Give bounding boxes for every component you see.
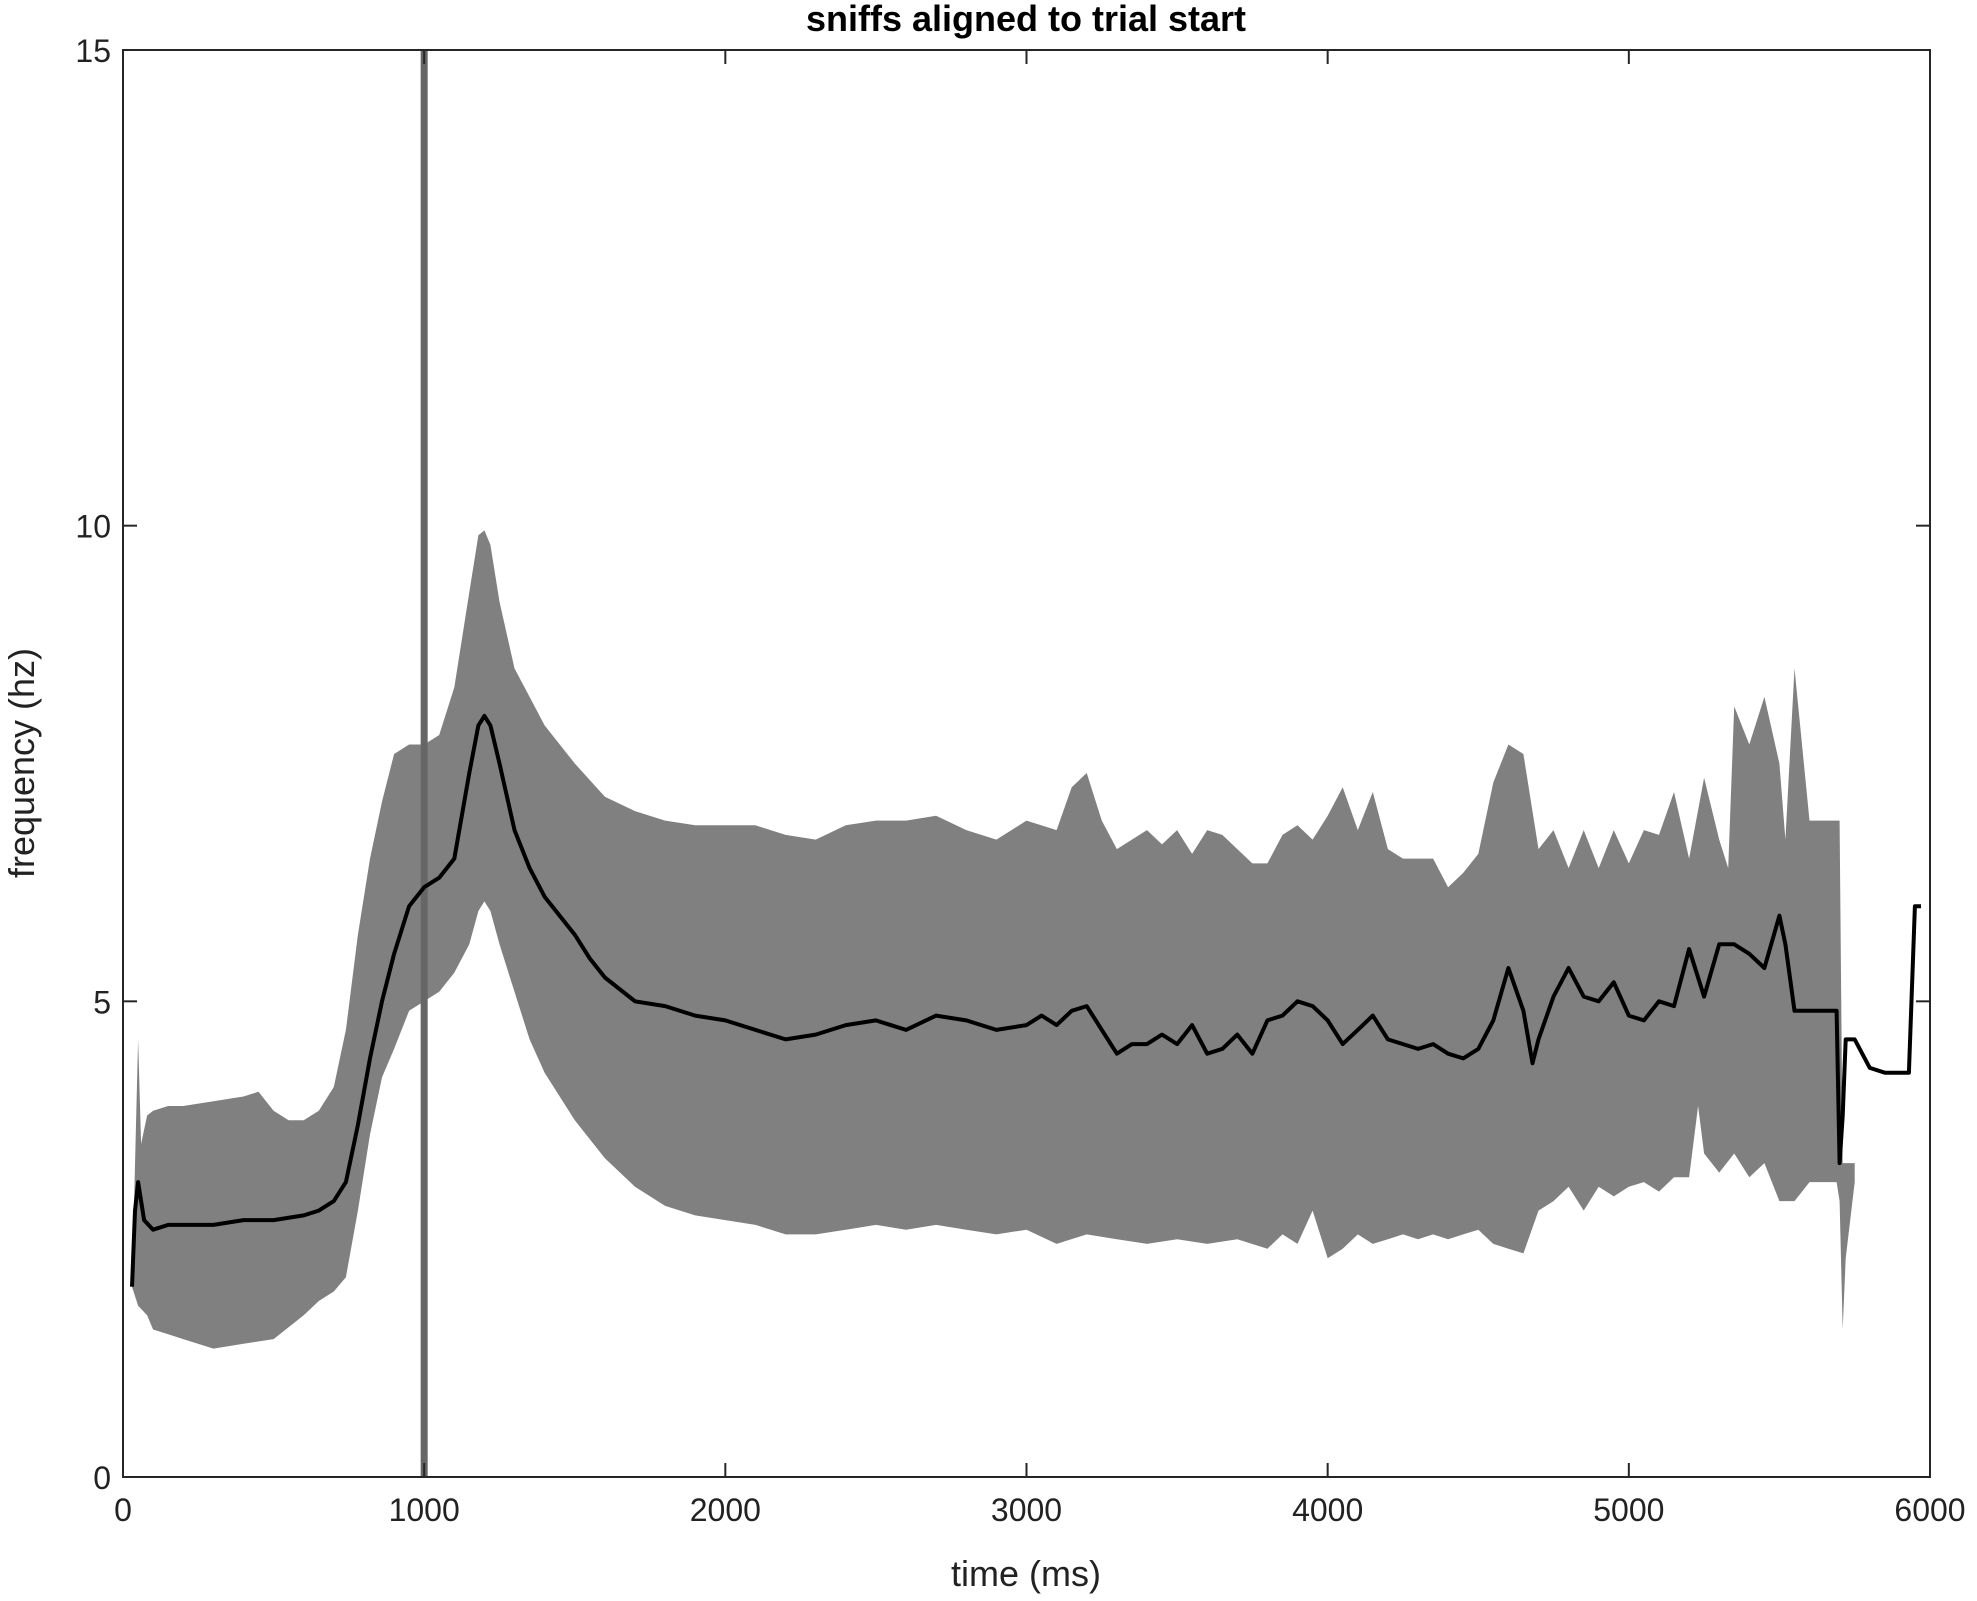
x-tick-label: 3000	[991, 1492, 1062, 1528]
plot-area	[122, 49, 1931, 1478]
x-tick-label: 2000	[690, 1492, 761, 1528]
y-axis: 0 5 10 15	[75, 33, 1930, 1496]
y-tick-label: 5	[93, 984, 111, 1020]
x-tick-label: 0	[114, 1492, 132, 1528]
confidence-band	[132, 530, 1855, 1349]
y-tick-label: 15	[75, 33, 111, 69]
x-axis: 0 1000 2000 3000 4000 5000 6000	[114, 50, 1966, 1528]
mean-frequency-line	[130, 713, 1921, 1287]
chart-title: sniffs aligned to trial start	[806, 0, 1246, 39]
y-tick-label: 0	[93, 1460, 111, 1496]
x-axis-label: time (ms)	[951, 1553, 1101, 1594]
y-axis-label: frequency (hz)	[1, 648, 42, 878]
x-tick-label: 5000	[1593, 1492, 1664, 1528]
x-tick-label: 1000	[389, 1492, 460, 1528]
x-tick-label: 4000	[1292, 1492, 1363, 1528]
y-tick-label: 10	[75, 509, 111, 545]
x-tick-label: 6000	[1894, 1492, 1965, 1528]
